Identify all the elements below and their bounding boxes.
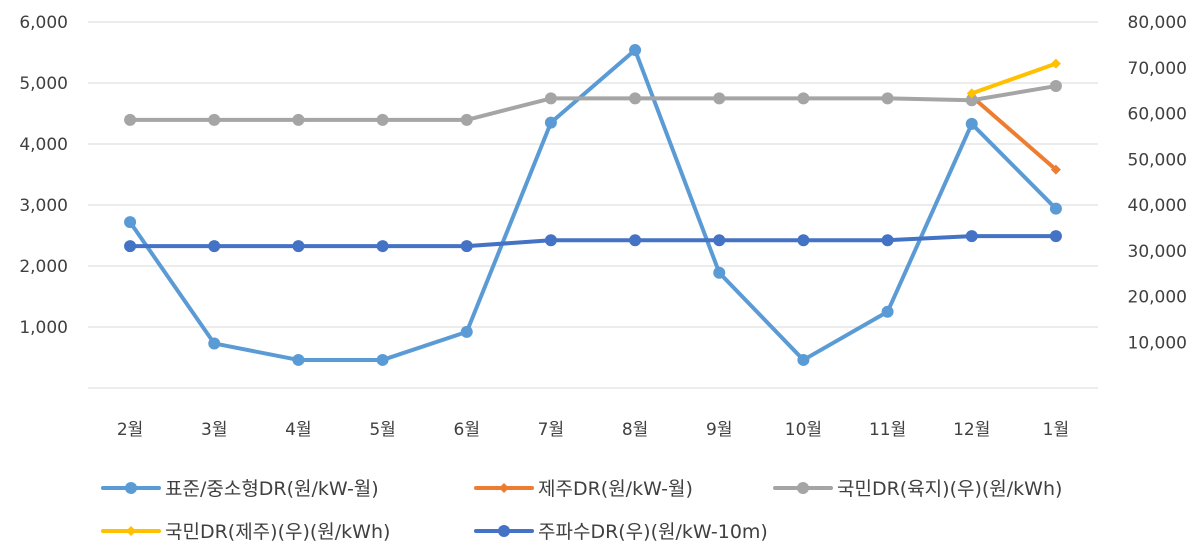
legend-swatch-marker: [498, 525, 510, 537]
legend-label: 국민DR(육지)(우)(원/kWh): [837, 478, 1062, 500]
right-tick-label: 20,000: [1128, 288, 1187, 308]
data-point: [544, 116, 557, 129]
series-line: [969, 94, 1058, 172]
data-point: [292, 113, 305, 126]
data-point: [292, 240, 305, 253]
data-point: [713, 92, 726, 105]
data-point: [376, 240, 389, 253]
left-tick-label: 3,000: [19, 196, 68, 216]
right-tick-label: 30,000: [1128, 242, 1187, 262]
legend: 표준/중소형DR(원/kW-월) 제주DR(원/kW-월) 국민DR(육지)(우)(…: [101, 478, 1062, 543]
plot-series: [124, 44, 1062, 366]
data-point: [881, 234, 894, 247]
data-point: [629, 234, 642, 247]
series-line: [128, 84, 1058, 122]
series-line: [969, 61, 1058, 96]
x-tick-label: 2월: [117, 420, 143, 440]
x-tick-label: 9월: [706, 420, 732, 440]
right-tick-label: 60,000: [1128, 105, 1187, 125]
right-axis: 10,000 20,000 30,000 40,000 50,000 60,000 70,0…: [1128, 13, 1187, 353]
data-point: [544, 234, 557, 247]
data-point: [208, 113, 221, 126]
data-point: [797, 234, 810, 247]
x-tick-label: 10월: [785, 420, 822, 440]
data-point: [1049, 202, 1062, 215]
data-point: [966, 88, 977, 99]
legend-swatch-marker: [499, 483, 509, 493]
x-tick-label: 7월: [538, 420, 564, 440]
data-point: [965, 230, 978, 243]
x-tick-label: 11월: [869, 420, 906, 440]
left-tick-label: 1,000: [19, 318, 68, 338]
data-point: [376, 113, 389, 126]
data-point: [124, 113, 137, 126]
data-point: [1050, 58, 1061, 69]
data-point: [460, 113, 473, 126]
data-point: [965, 117, 978, 130]
right-tick-label: 50,000: [1128, 150, 1187, 170]
series-2: [124, 80, 1062, 126]
legend-item: 국민DR(제주)(우)(원/kWh): [101, 521, 390, 543]
x-tick-label: 1월: [1043, 420, 1069, 440]
data-point: [881, 305, 894, 318]
right-tick-label: 80,000: [1128, 13, 1187, 33]
left-tick-label: 6,000: [19, 13, 68, 33]
legend-item: 제주DR(원/kW-월): [474, 478, 693, 500]
series-4: [124, 230, 1062, 253]
left-axis: 1,000 2,000 3,000 4,000 5,000 6,000: [19, 13, 68, 338]
left-tick-label: 4,000: [19, 135, 68, 155]
data-point: [713, 266, 726, 279]
right-tick-label: 70,000: [1128, 59, 1187, 79]
data-point: [713, 234, 726, 247]
series-0: [124, 44, 1062, 366]
data-point: [797, 92, 810, 105]
data-point: [460, 325, 473, 338]
legend-item: 국민DR(육지)(우)(원/kWh): [773, 478, 1062, 500]
x-tick-label: 8월: [622, 420, 648, 440]
legend-swatch-marker: [797, 482, 809, 494]
data-point: [1049, 230, 1062, 243]
data-point: [1050, 164, 1061, 175]
data-point: [797, 353, 810, 366]
data-point: [460, 240, 473, 253]
legend-label: 주파수DR(우)(원/kW-10m): [538, 521, 768, 543]
data-point: [292, 353, 305, 366]
series-line: [128, 48, 1058, 362]
data-point: [124, 216, 137, 229]
data-point: [124, 240, 137, 253]
x-tick-label: 3월: [201, 420, 227, 440]
x-tick-label: 12월: [953, 420, 990, 440]
data-point: [629, 92, 642, 105]
legend-label: 제주DR(원/kW-월): [538, 478, 693, 500]
right-tick-label: 40,000: [1128, 196, 1187, 216]
legend-swatch-marker: [126, 526, 136, 536]
x-tick-label: 4월: [285, 420, 311, 440]
data-point: [629, 44, 642, 57]
x-axis: 2월 3월 4월 5월 6월 7월 8월 9월 10월 11월 12월 1월: [88, 387, 1098, 440]
data-point: [208, 240, 221, 253]
legend-label: 국민DR(제주)(우)(원/kWh): [165, 521, 390, 543]
data-point: [376, 353, 389, 366]
x-tick-label: 6월: [454, 420, 480, 440]
right-tick-label: 10,000: [1128, 333, 1187, 353]
legend-item: 주파수DR(우)(원/kW-10m): [474, 521, 768, 543]
series-3: [966, 58, 1061, 99]
series-line: [128, 234, 1058, 249]
data-point: [1049, 80, 1062, 93]
left-tick-label: 2,000: [19, 257, 68, 277]
data-point: [544, 92, 557, 105]
gridlines: [88, 21, 1098, 328]
left-tick-label: 5,000: [19, 74, 68, 94]
data-point: [965, 94, 978, 107]
data-point: [881, 92, 894, 105]
legend-item: 표준/중소형DR(원/kW-월): [101, 478, 379, 500]
x-tick-label: 5월: [369, 420, 395, 440]
data-point: [208, 337, 221, 350]
legend-label: 표준/중소형DR(원/kW-월): [165, 478, 379, 500]
legend-swatch-marker: [125, 482, 137, 494]
